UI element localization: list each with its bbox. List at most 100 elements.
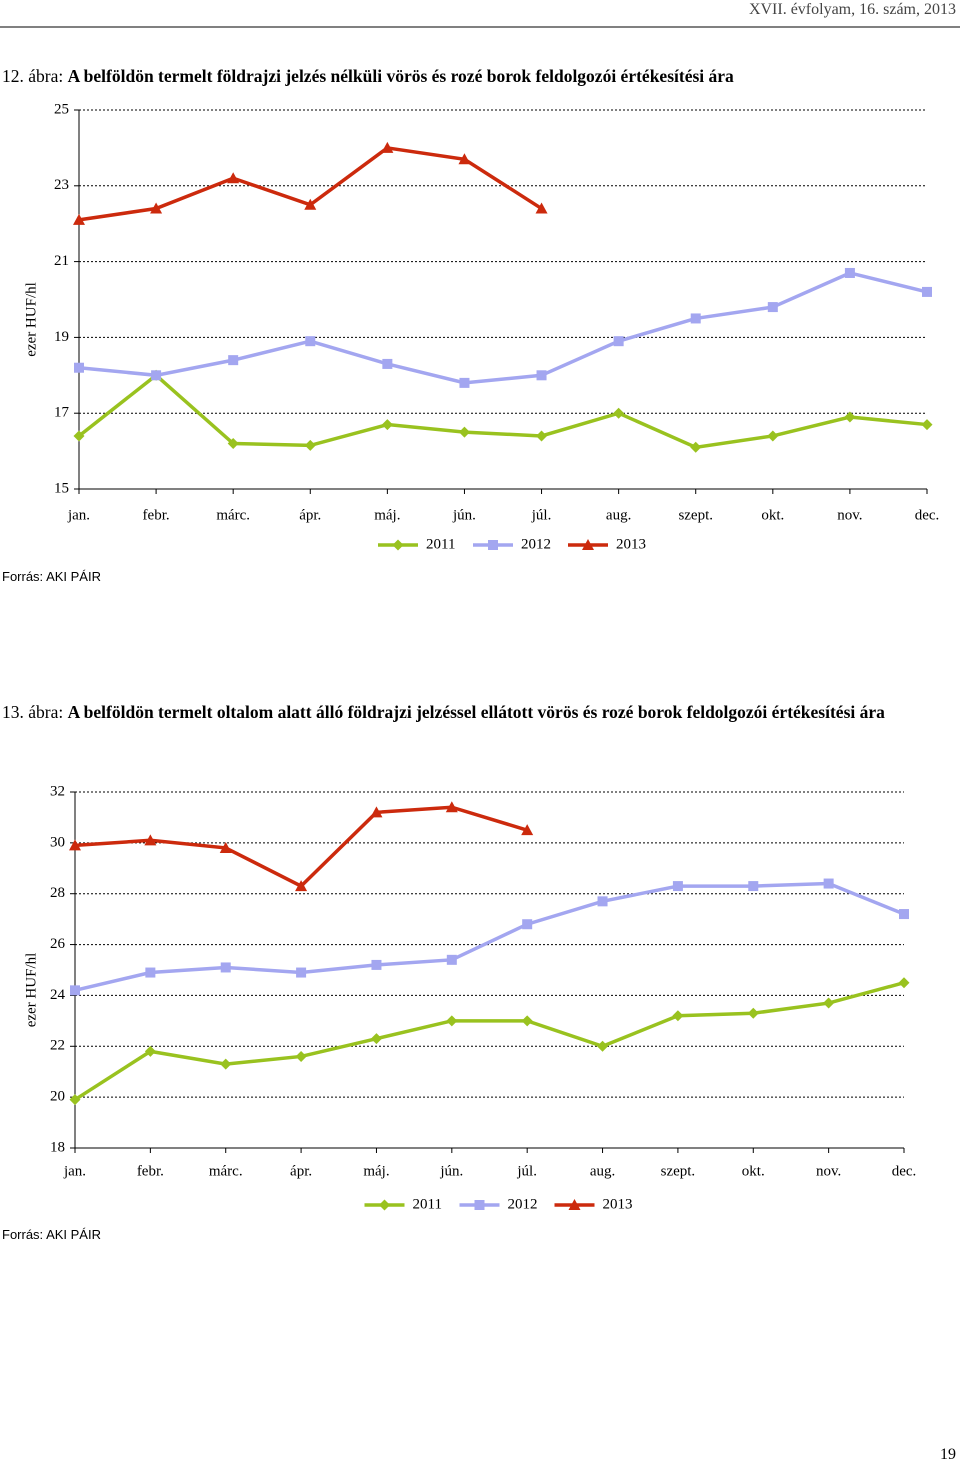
series-line: [77, 373, 928, 450]
marker: [582, 539, 594, 550]
series-line: [74, 981, 905, 1102]
marker: [521, 1015, 533, 1027]
marker: [844, 411, 856, 423]
marker: [381, 419, 393, 431]
marker: [70, 985, 80, 996]
marker: [613, 407, 625, 419]
x-tick-label: márc.: [209, 1163, 243, 1179]
marker: [446, 1015, 458, 1027]
marker: [371, 959, 382, 970]
y-tick-label: 30: [50, 834, 65, 850]
figure-label: 13. ábra:: [2, 702, 64, 722]
y-tick-label: 24: [50, 987, 66, 1003]
marker: [370, 806, 383, 818]
x-tick-label: okt.: [742, 1163, 765, 1179]
marker: [295, 880, 308, 892]
marker: [304, 439, 316, 451]
marker: [370, 1033, 382, 1045]
marker: [748, 881, 759, 892]
x-tick-label: nov.: [837, 507, 862, 523]
y-tick-label: 23: [54, 177, 69, 193]
marker: [458, 426, 470, 438]
page-number: 19: [940, 1446, 956, 1463]
marker: [522, 919, 533, 930]
marker: [69, 1094, 81, 1106]
figure-label: 12. ábra:: [2, 66, 64, 86]
legend-label: 2011: [413, 1196, 442, 1212]
marker: [767, 302, 778, 313]
y-tick-label: 25: [54, 101, 69, 117]
x-tick-label: ápr.: [299, 507, 321, 523]
marker: [922, 286, 932, 297]
marker: [921, 419, 933, 431]
y-tick-label: 15: [54, 480, 69, 496]
marker: [382, 358, 393, 369]
marker: [899, 909, 909, 920]
y-tick-label: 21: [54, 253, 69, 269]
x-tick-label: júl.: [516, 1163, 537, 1179]
y-axis-label: ezer HUF/hl: [23, 953, 39, 1028]
source: Forrás: AKI PÁIR: [2, 569, 101, 584]
legend-label: 2012: [508, 1196, 538, 1212]
y-tick-label: 22: [50, 1038, 65, 1054]
y-tick-label: 18: [50, 1139, 65, 1155]
marker: [536, 430, 548, 442]
marker: [219, 841, 232, 853]
marker: [823, 997, 835, 1009]
legend-label: 2013: [616, 536, 646, 552]
y-tick-label: 17: [54, 405, 70, 421]
figure-caption: 13. ábra: A belföldön termelt oltalom al…: [2, 700, 952, 724]
marker: [295, 1050, 307, 1062]
marker: [459, 377, 470, 388]
marker: [145, 967, 156, 978]
y-tick-label: 19: [54, 329, 69, 345]
marker: [823, 878, 834, 889]
marker: [597, 1040, 609, 1052]
marker: [445, 801, 458, 813]
marker: [521, 824, 534, 836]
marker: [747, 1007, 759, 1019]
marker: [220, 1058, 232, 1070]
x-tick-label: okt.: [761, 507, 784, 523]
legend-label: 2013: [603, 1196, 633, 1212]
x-tick-label: szept.: [678, 507, 713, 523]
x-tick-label: márc.: [216, 507, 250, 523]
x-tick-label: febr.: [137, 1163, 164, 1179]
legend-label: 2012: [521, 536, 551, 552]
x-tick-label: szept.: [661, 1163, 696, 1179]
marker: [488, 540, 498, 550]
marker: [568, 1199, 581, 1210]
marker: [613, 336, 624, 347]
marker: [844, 267, 855, 278]
series-line: [74, 881, 905, 993]
marker: [392, 539, 404, 551]
marker: [73, 213, 85, 225]
legend-label: 2011: [426, 536, 455, 552]
y-tick-label: 28: [50, 885, 65, 901]
marker: [228, 355, 239, 366]
x-tick-label: jún.: [452, 507, 476, 523]
y-axis-label: ezer HUF/hl: [23, 282, 39, 357]
figure-title: A belföldön termelt oltalom alatt álló f…: [67, 702, 885, 722]
marker: [220, 962, 231, 973]
marker: [381, 141, 394, 153]
x-tick-label: aug.: [590, 1163, 615, 1179]
x-tick-label: jún.: [439, 1163, 463, 1179]
marker: [144, 834, 157, 846]
marker: [474, 1200, 485, 1210]
marker: [379, 1199, 390, 1211]
figure-caption: 12. ábra: A belföldön termelt földrajzi …: [2, 64, 952, 88]
figure-title: A belföldön termelt földrajzi jelzés nél…: [67, 66, 734, 86]
x-tick-label: máj.: [363, 1163, 389, 1179]
series-line: [78, 271, 928, 385]
marker: [74, 362, 84, 373]
marker: [536, 370, 547, 381]
marker: [150, 202, 163, 214]
marker: [898, 977, 910, 989]
marker: [535, 202, 548, 214]
marker: [69, 839, 81, 851]
marker: [227, 172, 240, 184]
x-tick-label: nov.: [816, 1163, 841, 1179]
marker: [458, 153, 471, 165]
